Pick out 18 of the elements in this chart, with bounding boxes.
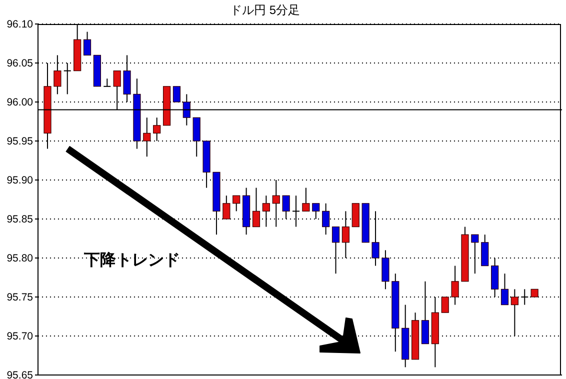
y-tick-label: 95.70 [6,330,34,343]
y-tick-label: 95.80 [6,252,34,265]
annotation: 下降トレンド [84,250,180,271]
candlestick [103,78,112,87]
y-tick-label: 95.75 [6,292,34,304]
chart-title: ドル円 5分足 [228,2,301,19]
candlestick [83,31,92,56]
candlestick [172,86,181,102]
candlestick [520,288,529,306]
y-tick-label: 95.65 [6,370,34,379]
y-tick-label: 96.05 [6,58,34,70]
candlestick [232,195,240,212]
y-tick-label: 95.95 [6,136,34,148]
candlestick [302,187,310,212]
y-tick-label: 96.00 [6,96,34,109]
y-tick-label: 96.10 [6,18,34,31]
y-tick-label: 95.85 [6,214,34,226]
y-tick-label: 95.90 [6,174,34,187]
